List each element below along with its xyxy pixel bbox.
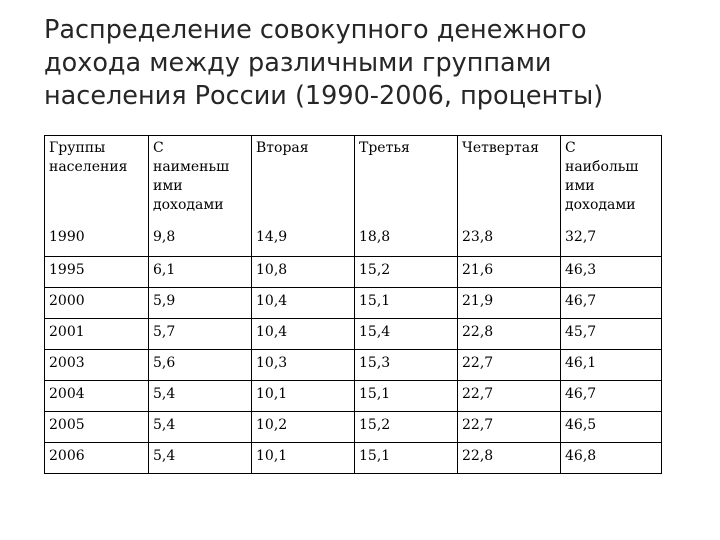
value-cell: 46,1 (560, 349, 662, 381)
value-cell: 15,1 (354, 442, 458, 474)
table-row: 2001 5,7 10,4 15,4 22,8 45,7 (44, 318, 662, 350)
header-line: Группы (49, 140, 106, 156)
header-line: доходами (153, 197, 224, 213)
value-cell: 10,3 (251, 349, 355, 381)
value-cell: 22,8 (457, 442, 561, 474)
header-line: Четвертая (462, 140, 539, 156)
value-cell: 15,1 (354, 380, 458, 412)
value-cell: 10,4 (251, 287, 355, 319)
value-cell: 22,7 (457, 411, 561, 443)
header-cell: С наибольш ими доходами (560, 135, 662, 226)
value-cell: 21,9 (457, 287, 561, 319)
table-row: 2003 5,6 10,3 15,3 22,7 46,1 (44, 349, 662, 381)
slide-title: Распределение совокупного денежного дохо… (44, 14, 684, 113)
value-cell: 46,5 (560, 411, 662, 443)
header-cell: Четвертая (457, 135, 561, 226)
value-cell: 10,1 (251, 380, 355, 412)
value-cell: 22,7 (457, 380, 561, 412)
table-row: 1995 6,1 10,8 15,2 21,6 46,3 (44, 256, 662, 288)
header-line: ими (565, 178, 595, 194)
table-row: 1990 9,8 14,9 18,8 23,8 32,7 (44, 225, 662, 257)
header-line: ими (153, 178, 183, 194)
value-cell: 18,8 (354, 225, 458, 257)
value-cell: 23,8 (457, 225, 561, 257)
year-cell: 2001 (44, 318, 149, 350)
value-cell: 46,8 (560, 442, 662, 474)
value-cell: 14,9 (251, 225, 355, 257)
value-cell: 46,7 (560, 287, 662, 319)
header-cell: Третья (354, 135, 458, 226)
value-cell: 46,7 (560, 380, 662, 412)
value-cell: 15,2 (354, 411, 458, 443)
value-cell: 15,2 (354, 256, 458, 288)
value-cell: 22,8 (457, 318, 561, 350)
year-cell: 1990 (44, 225, 149, 257)
value-cell: 5,6 (148, 349, 252, 381)
title-line: дохода между различными группами (44, 48, 552, 78)
income-distribution-table: Группы населения С наименьш ими доходами… (44, 135, 662, 474)
header-line: С (565, 140, 576, 156)
value-cell: 45,7 (560, 318, 662, 350)
title-line: населения России (1990-2006, проценты) (44, 81, 604, 111)
header-line: доходами (565, 197, 636, 213)
year-cell: 1995 (44, 256, 149, 288)
value-cell: 21,6 (457, 256, 561, 288)
value-cell: 32,7 (560, 225, 662, 257)
value-cell: 10,8 (251, 256, 355, 288)
value-cell: 46,3 (560, 256, 662, 288)
value-cell: 5,4 (148, 442, 252, 474)
header-cell: С наименьш ими доходами (148, 135, 252, 226)
value-cell: 9,8 (148, 225, 252, 257)
year-cell: 2005 (44, 411, 149, 443)
header-line: Вторая (256, 140, 309, 156)
value-cell: 5,9 (148, 287, 252, 319)
header-line: Третья (359, 140, 410, 156)
table-row: 2000 5,9 10,4 15,1 21,9 46,7 (44, 287, 662, 319)
header-line: С (153, 140, 164, 156)
value-cell: 5,7 (148, 318, 252, 350)
year-cell: 2003 (44, 349, 149, 381)
value-cell: 15,3 (354, 349, 458, 381)
value-cell: 15,4 (354, 318, 458, 350)
value-cell: 10,1 (251, 442, 355, 474)
year-cell: 2004 (44, 380, 149, 412)
value-cell: 22,7 (457, 349, 561, 381)
header-line: населения (49, 159, 128, 175)
header-cell: Группы населения (44, 135, 149, 226)
header-cell: Вторая (251, 135, 355, 226)
table-row: 2005 5,4 10,2 15,2 22,7 46,5 (44, 411, 662, 443)
value-cell: 5,4 (148, 380, 252, 412)
header-line: наименьш (153, 159, 230, 175)
table-row: 2006 5,4 10,1 15,1 22,8 46,8 (44, 442, 662, 474)
value-cell: 6,1 (148, 256, 252, 288)
year-cell: 2000 (44, 287, 149, 319)
table-header-row: Группы населения С наименьш ими доходами… (44, 135, 662, 226)
value-cell: 15,1 (354, 287, 458, 319)
header-line: наибольш (565, 159, 639, 175)
value-cell: 10,4 (251, 318, 355, 350)
title-line: Распределение совокупного денежного (44, 15, 587, 45)
table-row: 2004 5,4 10,1 15,1 22,7 46,7 (44, 380, 662, 412)
year-cell: 2006 (44, 442, 149, 474)
value-cell: 10,2 (251, 411, 355, 443)
value-cell: 5,4 (148, 411, 252, 443)
